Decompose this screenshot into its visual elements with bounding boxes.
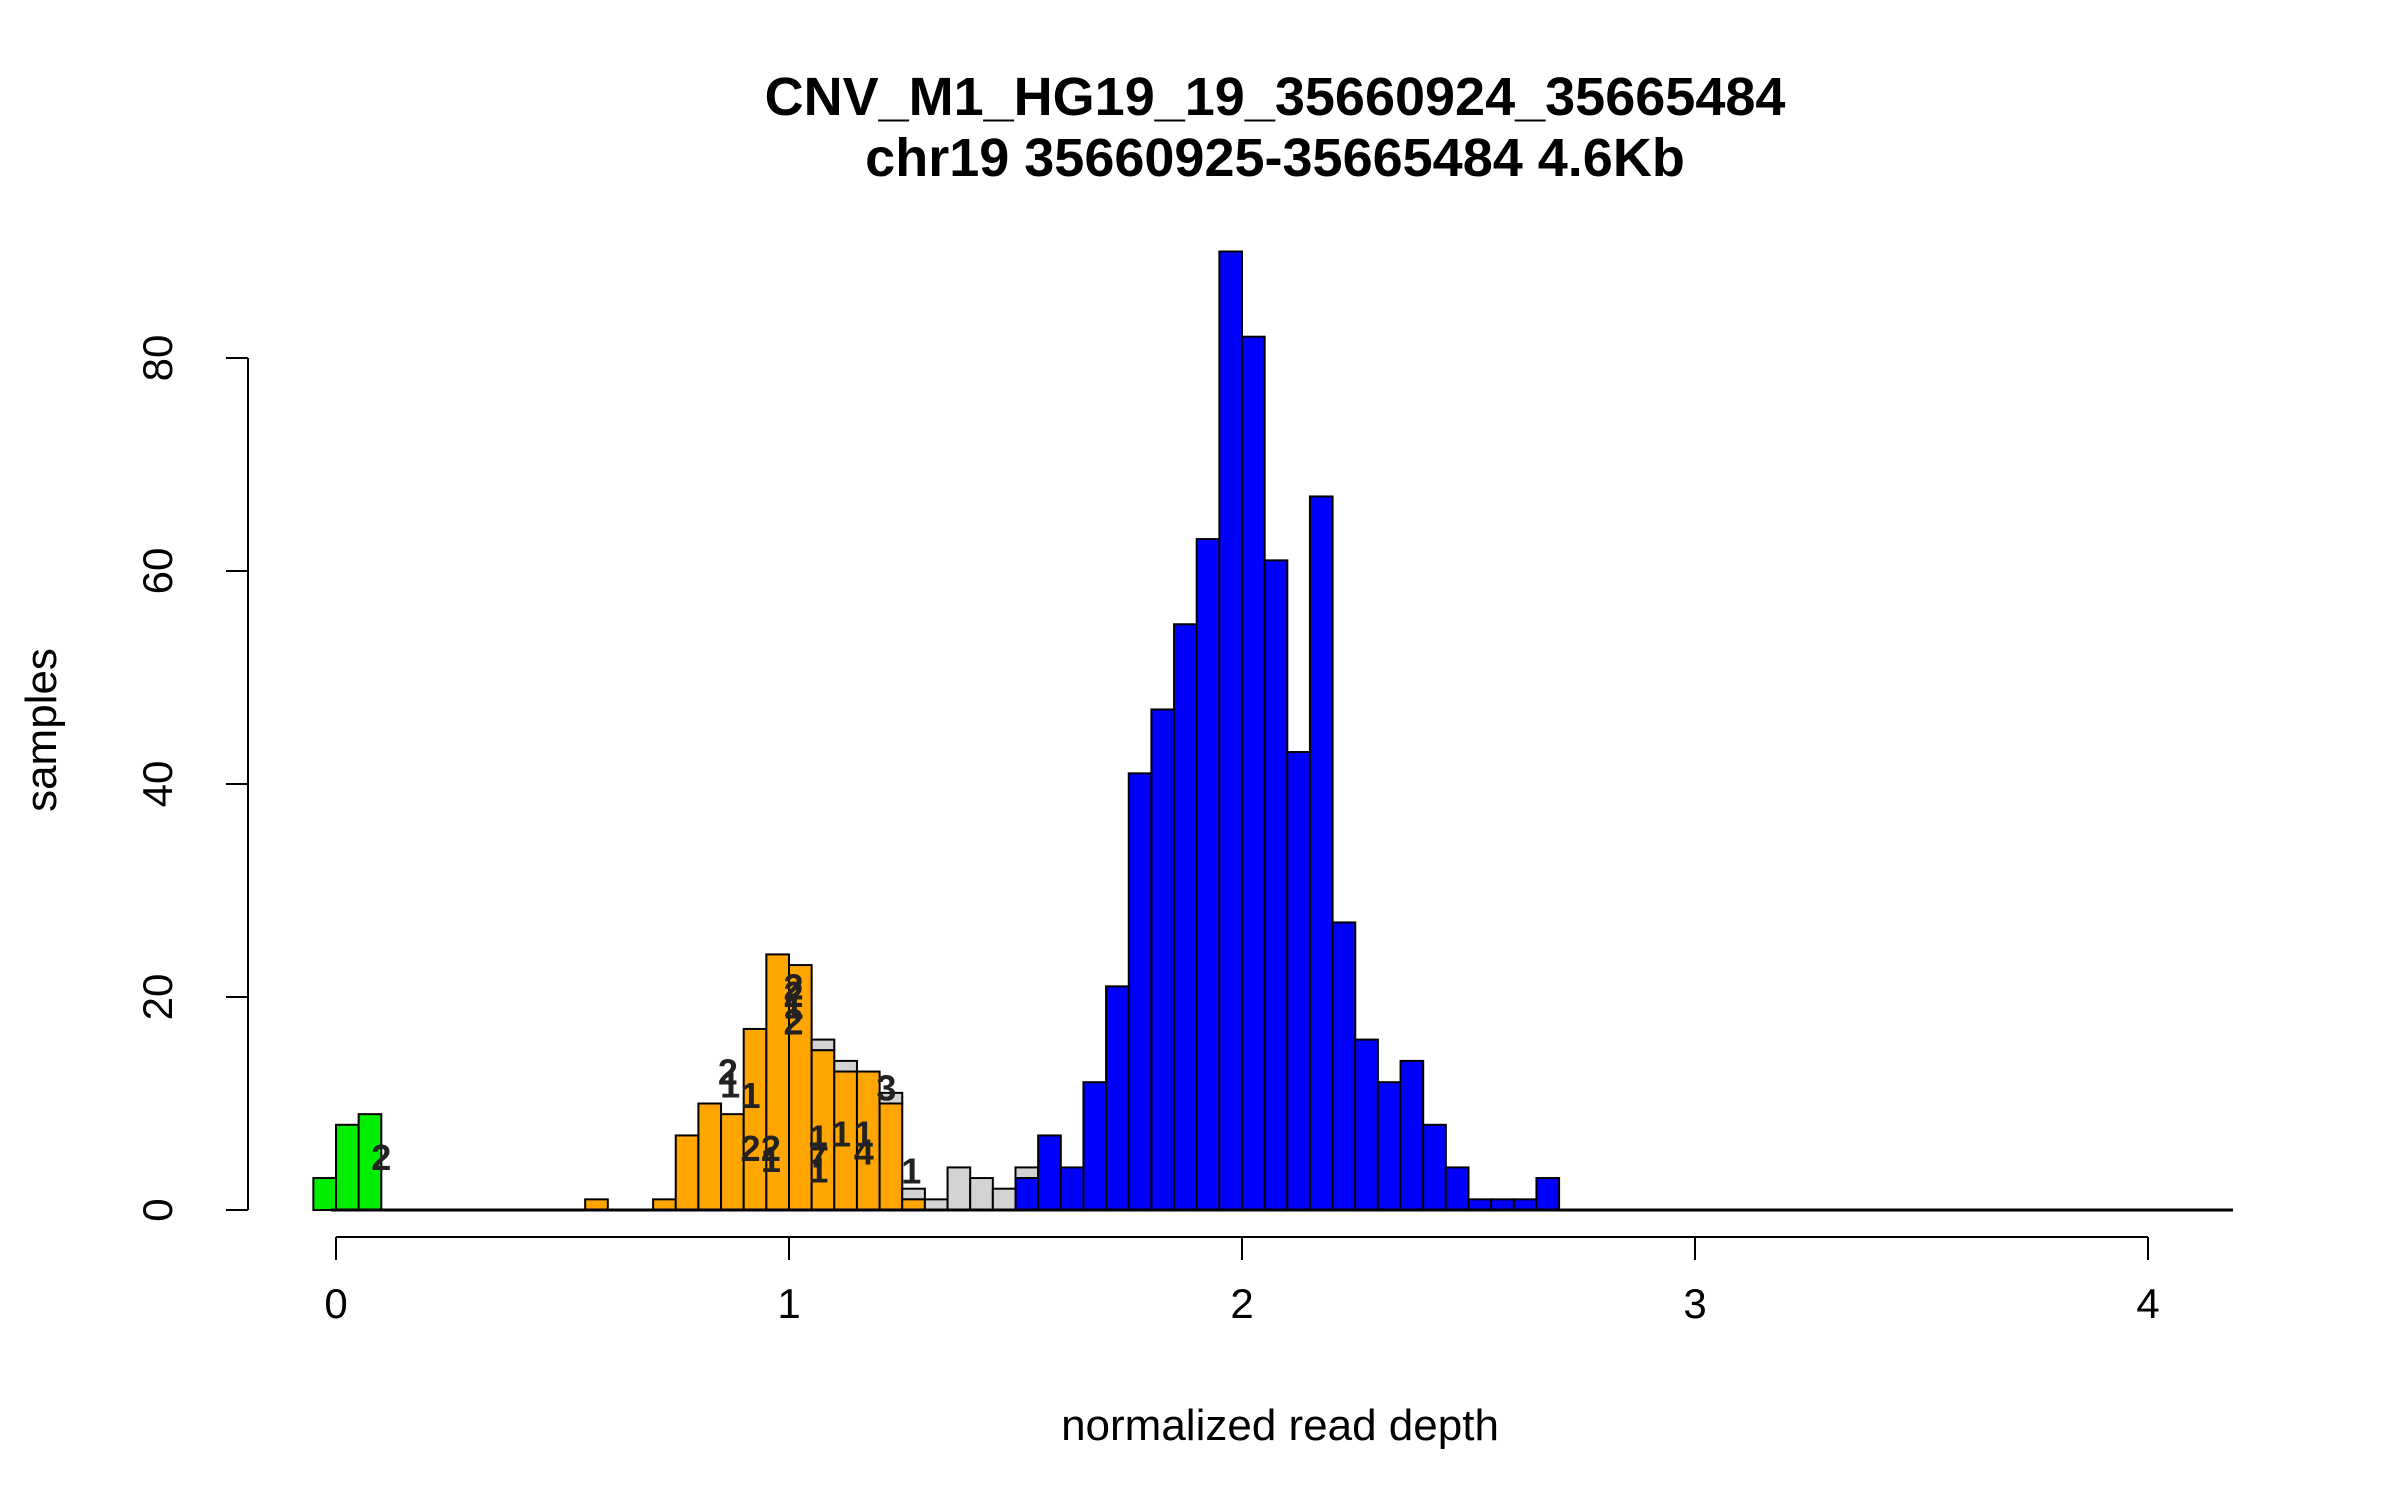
annotation-label: 2 bbox=[740, 1128, 760, 1169]
bar-blue bbox=[1105, 985, 1130, 1211]
bar-blue bbox=[1195, 538, 1221, 1211]
bar-orange bbox=[584, 1198, 609, 1211]
bar-blue bbox=[1218, 250, 1243, 1211]
bar-gray bbox=[969, 1177, 994, 1212]
y-tick-label: 0 bbox=[134, 1198, 181, 1221]
x-axis-label: normalized read depth bbox=[1061, 1401, 1499, 1450]
bar-gray bbox=[991, 1187, 1017, 1211]
annotation-label: 3 bbox=[876, 1068, 896, 1109]
bar-orange bbox=[697, 1102, 723, 1211]
bar-segment-gray bbox=[833, 1059, 858, 1073]
x-tick-label: 1 bbox=[777, 1280, 800, 1327]
bar-blue bbox=[1127, 772, 1153, 1211]
bar-orange bbox=[901, 1198, 926, 1211]
bar-blue bbox=[1308, 495, 1334, 1211]
annotation-label: 1 bbox=[784, 986, 804, 1027]
x-tick-label: 4 bbox=[2136, 1280, 2159, 1327]
annotation-label: 1 bbox=[761, 1139, 781, 1180]
bar-blue bbox=[1467, 1198, 1493, 1211]
bar-blue bbox=[1241, 335, 1266, 1211]
y-axis-label: samples bbox=[17, 648, 66, 812]
x-axis: 0 1 2 3 4 bbox=[324, 1236, 2160, 1327]
bar-orange bbox=[674, 1134, 700, 1211]
annotation-label: 2 bbox=[784, 966, 804, 1007]
bar-blue bbox=[1173, 623, 1198, 1211]
annotation-label: 2 bbox=[761, 1128, 781, 1169]
x-tick-label: 0 bbox=[324, 1280, 347, 1327]
annotation-label: 1 bbox=[720, 1064, 740, 1105]
y-tick-label: 20 bbox=[134, 974, 181, 1021]
bar-blue bbox=[1037, 1134, 1062, 1211]
annotation-label: 1 bbox=[831, 1113, 851, 1154]
bar-blue bbox=[1535, 1177, 1561, 1212]
annotation-label: 2 bbox=[784, 1001, 804, 1042]
bar-blue bbox=[1263, 559, 1289, 1211]
annotation-label: 2 bbox=[718, 1052, 738, 1093]
annotation-label: 1 bbox=[854, 1113, 874, 1154]
bar-segment-gray bbox=[810, 1038, 836, 1052]
bar-blue bbox=[1422, 1123, 1447, 1212]
bar-blue bbox=[1399, 1059, 1425, 1212]
annotation-label: 1 bbox=[808, 1118, 828, 1159]
annotation-label: 7 bbox=[808, 1135, 828, 1176]
bars-group bbox=[312, 250, 1561, 1212]
x-tick-label: 2 bbox=[1230, 1280, 1253, 1327]
bar-blue bbox=[1490, 1198, 1515, 1211]
annotation-label: 2 bbox=[371, 1137, 391, 1178]
bar-green bbox=[335, 1123, 360, 1212]
bar-green bbox=[312, 1177, 338, 1212]
y-tick-label: 60 bbox=[134, 548, 181, 595]
annotation-label: 4 bbox=[854, 1131, 874, 1172]
bar-gray bbox=[923, 1198, 949, 1211]
chart-subtitle: chr19 35660925-35665484 4.6Kb bbox=[865, 128, 1685, 188]
bar-blue bbox=[1376, 1081, 1402, 1211]
bar-blue bbox=[1082, 1081, 1108, 1211]
annotation-label: 2 bbox=[784, 974, 804, 1015]
y-tick-label: 40 bbox=[134, 761, 181, 808]
bar-blue bbox=[1444, 1166, 1470, 1212]
bar-blue bbox=[1331, 921, 1357, 1211]
bar-orange bbox=[742, 1027, 768, 1211]
bar-blue bbox=[1286, 751, 1311, 1211]
annotation-label: 1 bbox=[740, 1075, 760, 1116]
bar-blue bbox=[1014, 1177, 1040, 1212]
bar-segment-gray bbox=[1014, 1166, 1040, 1180]
bar-orange bbox=[878, 1102, 904, 1211]
y-axis: 0 20 40 60 80 bbox=[134, 335, 249, 1222]
annotation-label: 1 bbox=[901, 1151, 921, 1192]
chart-title: CNV_M1_HG19_19_35660924_35665484 bbox=[765, 67, 1786, 127]
bar-blue bbox=[1354, 1038, 1379, 1211]
bar-blue bbox=[1059, 1166, 1085, 1212]
bar-gray bbox=[946, 1166, 972, 1212]
bar-orange bbox=[652, 1198, 677, 1211]
y-tick-label: 80 bbox=[134, 335, 181, 382]
annotation-label: 1 bbox=[808, 1150, 828, 1191]
bar-blue bbox=[1512, 1198, 1538, 1211]
x-tick-label: 3 bbox=[1683, 1280, 1706, 1327]
bar-blue bbox=[1150, 708, 1176, 1211]
